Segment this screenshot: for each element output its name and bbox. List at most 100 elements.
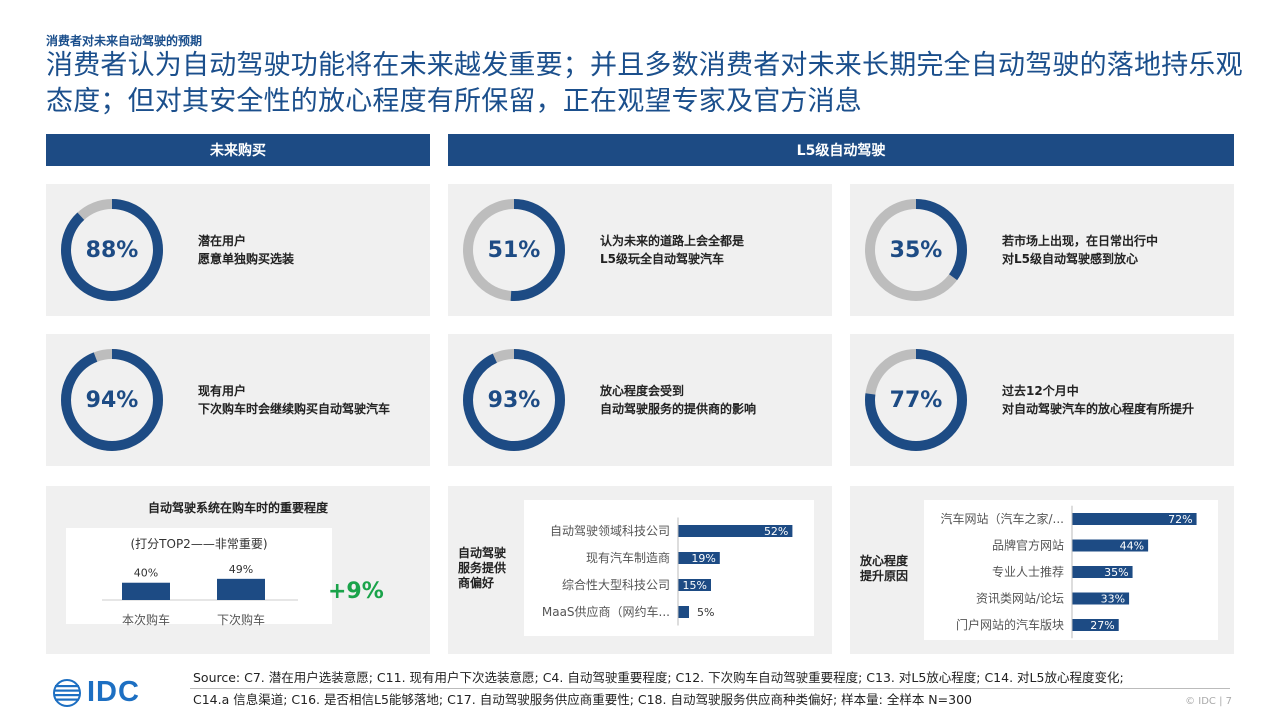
importance-card: 自动驾驶系统在购车时的重要程度 (打分TOP2——非常重要) 40% 本次购车 49…	[46, 486, 430, 654]
category-label: 专业人士推荐	[992, 564, 1064, 579]
bar-value-label: 72%	[1168, 513, 1192, 526]
stat-card-l5-trust: 35% 若市场上出现，在日常出行中 对L5级自动驾驶感到放心	[850, 184, 1234, 316]
stat-line: 自动驾驶服务的提供商的影响	[600, 402, 757, 416]
source-line: Source: C7. 潜在用户选装意愿; C11. 现有用户下次选装意愿; C…	[193, 670, 1124, 685]
stat-description: 潜在用户 愿意单独购买选装	[198, 232, 294, 268]
stat-card-trust-increase: 77% 过去12个月中 对自动驾驶汽车的放心程度有所提升	[850, 334, 1234, 466]
side-label-line: 商偏好	[458, 576, 495, 590]
category-label: 现有汽车制造商	[586, 550, 670, 565]
stat-card-l5-roads: 51% 认为未来的道路上会全都是 L5级玩全自动驾驶汽车	[448, 184, 832, 316]
bar-value-label: 44%	[1120, 540, 1144, 553]
logo-text: IDC	[87, 676, 140, 708]
bar-value-label: 27%	[1090, 619, 1114, 632]
stat-card-provider-influence: 93% 放心程度会受到 自动驾驶服务的提供商的影响	[448, 334, 832, 466]
donut-chart	[61, 349, 163, 451]
copyright: © IDC | 7	[1185, 696, 1232, 707]
importance-title: 自动驾驶系统在购车时的重要程度	[147, 501, 328, 515]
category-label: 汽车网站（汽车之家/...	[941, 511, 1065, 526]
category-label: 综合性大型科技公司	[562, 577, 670, 592]
stat-line: 下次购车时会继续购买自动驾驶汽车	[198, 402, 391, 416]
donut-percent: 35%	[889, 237, 943, 263]
stat-line: 若市场上出现，在日常出行中	[1002, 234, 1159, 248]
bar	[678, 525, 793, 537]
bar	[1072, 566, 1133, 578]
category-label: 资讯类网站/论坛	[976, 592, 1064, 606]
provider-side-label: 自动驾驶 服务提供 商偏好	[458, 546, 506, 591]
donut-arc	[61, 199, 163, 301]
bar-value-label: 35%	[1104, 566, 1128, 579]
donut-arc	[463, 349, 565, 451]
donut-percent: 93%	[487, 387, 541, 413]
bar-value-label: 15%	[683, 579, 707, 592]
importance-chart-panel: (打分TOP2——非常重要)	[66, 528, 332, 624]
stat-description: 过去12个月中 对自动驾驶汽车的放心程度有所提升	[1002, 382, 1194, 418]
stat-line: 潜在用户	[198, 234, 247, 248]
bar	[1072, 539, 1149, 552]
bar	[1072, 513, 1197, 525]
stat-line: 现有用户	[198, 384, 247, 398]
donut-percent: 94%	[85, 387, 139, 413]
page-kicker: 消费者对未来自动驾驶的预期	[46, 34, 203, 48]
donut-chart	[61, 199, 163, 301]
bar	[678, 606, 689, 618]
trust-bar-chart: 汽车网站（汽车之家/... 72% 品牌官方网站 44% 专业人士推荐 35% 资讯类网站/…	[941, 505, 1197, 639]
category-label: 下次购车	[217, 612, 265, 627]
stat-line: L5级玩全自动驾驶汽车	[600, 252, 724, 266]
stat-line: 对自动驾驶汽车的放心程度有所提升	[1002, 402, 1195, 416]
provider-preference-card: 自动驾驶 服务提供 商偏好 自动驾驶领域科技公司 52% 现有汽车制造商 19% 综合性…	[448, 486, 832, 654]
delta-badge: +9%	[328, 579, 384, 604]
category-label: MaaS供应商（网约车...	[542, 604, 670, 619]
stat-line: 认为未来的道路上会全都是	[600, 234, 745, 248]
donut-arc	[61, 349, 163, 451]
bar-value-label: 49%	[229, 563, 253, 576]
donut-percent: 51%	[487, 237, 541, 263]
bar	[678, 552, 720, 564]
page-title: 消费者认为自动驾驶功能将在未来越发重要；并且多数消费者对未来长期完全自动驾驶的落…	[46, 50, 1243, 117]
stat-line: 愿意单独购买选装	[198, 252, 295, 266]
trust-reasons-card: 放心程度 提升原因 汽车网站（汽车之家/... 72% 品牌官方网站 44% 专业人士推…	[850, 486, 1234, 654]
side-label-line: 自动驾驶	[458, 546, 507, 560]
bar	[217, 578, 265, 600]
side-label-line: 放心程度	[860, 554, 909, 568]
donut-arc	[463, 199, 565, 301]
bar-value-label: 40%	[134, 567, 158, 580]
importance-bar-chart: 40% 本次购车 49% 下次购车	[102, 563, 298, 627]
bar-value-label: 5%	[697, 606, 714, 619]
donut-chart	[463, 199, 565, 301]
bar-value-label: 52%	[764, 525, 788, 538]
trust-side-label: 放心程度 提升原因	[860, 554, 908, 584]
donut-arc	[865, 199, 967, 301]
provider-chart-panel	[524, 500, 814, 636]
donut-arc	[865, 349, 967, 451]
bar	[1072, 592, 1130, 605]
side-label-line: 服务提供	[458, 561, 507, 575]
donut-chart	[865, 349, 967, 451]
stat-description: 若市场上出现，在日常出行中 对L5级自动驾驶感到放心	[1002, 232, 1158, 268]
stat-line: 放心程度会受到	[600, 384, 685, 398]
idc-logo: IDC	[52, 676, 140, 709]
stat-card-potential-users: 88% 潜在用户 愿意单独购买选装	[46, 184, 430, 316]
stat-description: 放心程度会受到 自动驾驶服务的提供商的影响	[600, 382, 756, 418]
stat-card-existing-users: 94% 现有用户 下次购车时会继续购买自动驾驶汽车	[46, 334, 430, 466]
bar-value-label: 19%	[691, 552, 715, 565]
donut-chart	[463, 349, 565, 451]
importance-subtitle: (打分TOP2——非常重要)	[130, 537, 268, 551]
stat-description: 现有用户 下次购车时会继续购买自动驾驶汽车	[198, 382, 390, 418]
bar	[1072, 619, 1119, 631]
category-label: 自动驾驶领域科技公司	[550, 523, 670, 538]
category-label: 本次购车	[122, 612, 170, 627]
idc-globe-icon	[53, 678, 81, 707]
donut-chart	[865, 199, 967, 301]
source-note: Source: C7. 潜在用户选装意愿; C11. 现有用户下次选装意愿; C…	[193, 667, 1193, 711]
side-label-line: 提升原因	[860, 569, 909, 583]
footer-divider	[190, 688, 1230, 689]
bar	[122, 582, 170, 600]
bar	[678, 579, 711, 591]
stat-line: 过去12个月中	[1002, 384, 1079, 398]
source-line: C14.a 信息渠道; C16. 是否相信L5能够落地; C17. 自动驾驶服务…	[193, 692, 972, 707]
bar-value-label: 33%	[1101, 593, 1125, 606]
stat-description: 认为未来的道路上会全都是 L5级玩全自动驾驶汽车	[600, 232, 744, 268]
donut-percent: 88%	[85, 237, 139, 263]
donut-percent: 77%	[889, 387, 943, 413]
provider-bar-chart: 自动驾驶领域科技公司 52% 现有汽车制造商 19% 综合性大型科技公司 15% MaaS供…	[542, 517, 793, 626]
